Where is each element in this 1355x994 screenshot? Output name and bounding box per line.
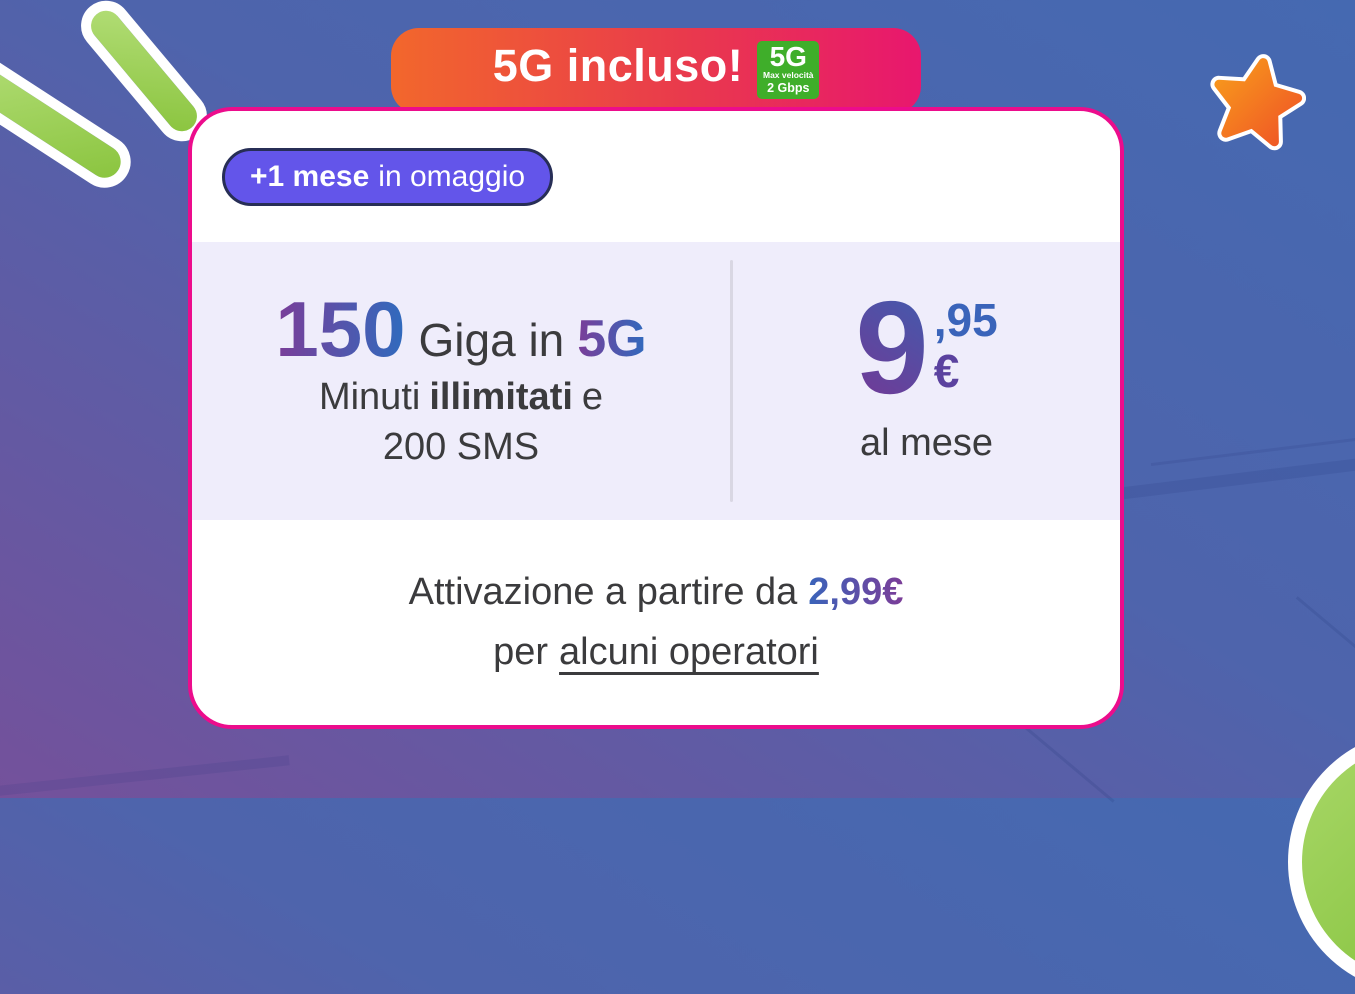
activation-price: 2,99€ bbox=[808, 571, 904, 613]
bg-stripe bbox=[1120, 448, 1355, 500]
price: 9 ,95 € bbox=[855, 274, 998, 422]
promo-pill-highlight: +1 mese bbox=[250, 160, 370, 193]
banner-title: 5G incluso! bbox=[492, 40, 744, 91]
bg-stripe bbox=[1150, 428, 1355, 467]
badge-tech-label: 5G bbox=[769, 41, 807, 73]
operators-link[interactable]: alcuni operatori bbox=[559, 631, 819, 673]
minutes-suffix: e bbox=[581, 375, 604, 418]
data-label: Giga in bbox=[418, 313, 565, 366]
activation-text: Attivazione a partire da bbox=[408, 571, 798, 613]
activation-info: Attivazione a partire da 2,99€ per alcun… bbox=[192, 520, 1120, 725]
badge-caption: Max velocità bbox=[762, 69, 814, 80]
promo-pill-text: in omaggio bbox=[378, 160, 526, 193]
bg-stripe bbox=[0, 755, 290, 799]
green-circle-shape bbox=[1288, 730, 1355, 994]
price-currency: € bbox=[933, 344, 960, 397]
minutes-line: Minuti illimitati e bbox=[319, 376, 603, 419]
price-decimal: ,95 bbox=[933, 294, 998, 347]
offer-card: +1 mese in omaggio 150 Giga in 5G Minuti… bbox=[188, 107, 1124, 729]
5g-speed-badge: 5G Max velocità 2 Gbps bbox=[757, 41, 820, 99]
promo-pill: +1 mese in omaggio bbox=[222, 148, 554, 206]
offer-details-column: 150 Giga in 5G Minuti illimitati e 200 S… bbox=[192, 242, 730, 520]
minutes-highlight: illimitati bbox=[429, 375, 573, 418]
5g-banner: 5G incluso! 5G Max velocità 2 Gbps bbox=[391, 28, 921, 114]
price-column: 9 ,95 € al mese bbox=[733, 242, 1120, 520]
data-tech: 5G bbox=[577, 309, 647, 368]
bg-stripe bbox=[1295, 596, 1355, 663]
activation-text-2: per bbox=[493, 631, 549, 673]
activation-line-2: per alcuni operatori bbox=[493, 631, 819, 674]
vertical-divider bbox=[730, 260, 733, 502]
minutes-prefix: Minuti bbox=[318, 375, 421, 418]
activation-line-1: Attivazione a partire da 2,99€ bbox=[409, 571, 904, 614]
orange-star-shape bbox=[1210, 54, 1306, 151]
price-integer: 9 bbox=[855, 274, 929, 422]
price-side: ,95 € bbox=[933, 294, 998, 397]
data-amount: 150 bbox=[275, 284, 406, 373]
price-period: al mese bbox=[859, 421, 994, 464]
data-headline: 150 Giga in 5G bbox=[275, 284, 647, 373]
badge-speed: 2 Gbps bbox=[767, 80, 810, 95]
offer-panel: 150 Giga in 5G Minuti illimitati e 200 S… bbox=[192, 242, 1120, 520]
sms-line: 200 SMS bbox=[382, 425, 540, 468]
